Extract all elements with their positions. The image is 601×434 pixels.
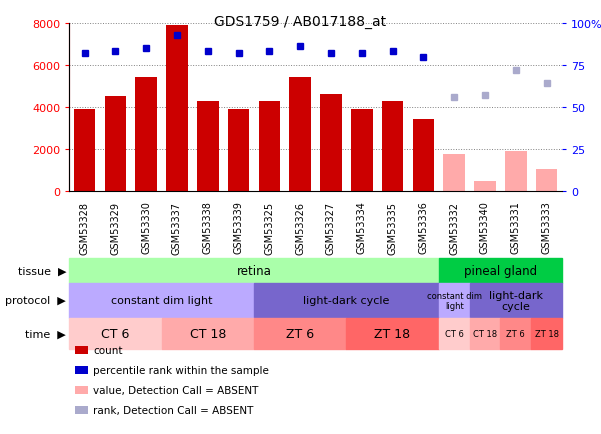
Text: tissue  ▶: tissue ▶ xyxy=(17,266,66,276)
Bar xyxy=(439,259,562,283)
Bar xyxy=(135,78,157,191)
Bar xyxy=(474,182,496,191)
Text: pineal gland: pineal gland xyxy=(464,265,537,277)
Text: retina: retina xyxy=(236,265,272,277)
Text: protocol  ▶: protocol ▶ xyxy=(5,296,66,306)
Bar xyxy=(166,26,188,191)
Text: ZT 6: ZT 6 xyxy=(286,327,314,340)
Text: CT 18: CT 18 xyxy=(189,327,226,340)
Bar xyxy=(535,169,557,191)
Text: GDS1759 / AB017188_at: GDS1759 / AB017188_at xyxy=(215,15,386,29)
Bar xyxy=(74,110,96,191)
Bar xyxy=(412,120,434,191)
Bar xyxy=(531,318,562,349)
Bar xyxy=(228,110,249,191)
Bar xyxy=(254,283,439,318)
Bar xyxy=(320,95,342,191)
Text: light-dark
cycle: light-dark cycle xyxy=(489,290,543,312)
Text: value, Detection Call = ABSENT: value, Detection Call = ABSENT xyxy=(93,385,258,395)
Bar xyxy=(162,318,254,349)
Bar xyxy=(69,259,439,283)
Bar xyxy=(258,102,280,191)
Text: light-dark cycle: light-dark cycle xyxy=(303,296,389,306)
Bar xyxy=(105,97,126,191)
Text: ZT 6: ZT 6 xyxy=(507,329,525,338)
Bar xyxy=(505,151,526,191)
Bar xyxy=(439,283,469,318)
Bar xyxy=(69,283,254,318)
Bar xyxy=(439,318,469,349)
Text: rank, Detection Call = ABSENT: rank, Detection Call = ABSENT xyxy=(93,405,254,414)
Bar xyxy=(197,102,219,191)
Text: ZT 18: ZT 18 xyxy=(534,329,558,338)
Text: percentile rank within the sample: percentile rank within the sample xyxy=(93,365,269,375)
Bar xyxy=(289,78,311,191)
Bar xyxy=(69,318,162,349)
Text: CT 6: CT 6 xyxy=(101,327,129,340)
Bar xyxy=(501,318,531,349)
Bar xyxy=(469,283,562,318)
Bar xyxy=(254,318,346,349)
Text: constant dim light: constant dim light xyxy=(111,296,212,306)
Text: CT 6: CT 6 xyxy=(445,329,463,338)
Bar xyxy=(346,318,439,349)
Text: constant dim
light: constant dim light xyxy=(427,291,481,310)
Bar xyxy=(444,155,465,191)
Bar xyxy=(351,110,373,191)
Bar xyxy=(469,318,501,349)
Text: count: count xyxy=(93,345,123,355)
Text: time  ▶: time ▶ xyxy=(25,329,66,339)
Bar xyxy=(382,102,403,191)
Text: ZT 18: ZT 18 xyxy=(374,327,410,340)
Text: CT 18: CT 18 xyxy=(473,329,497,338)
